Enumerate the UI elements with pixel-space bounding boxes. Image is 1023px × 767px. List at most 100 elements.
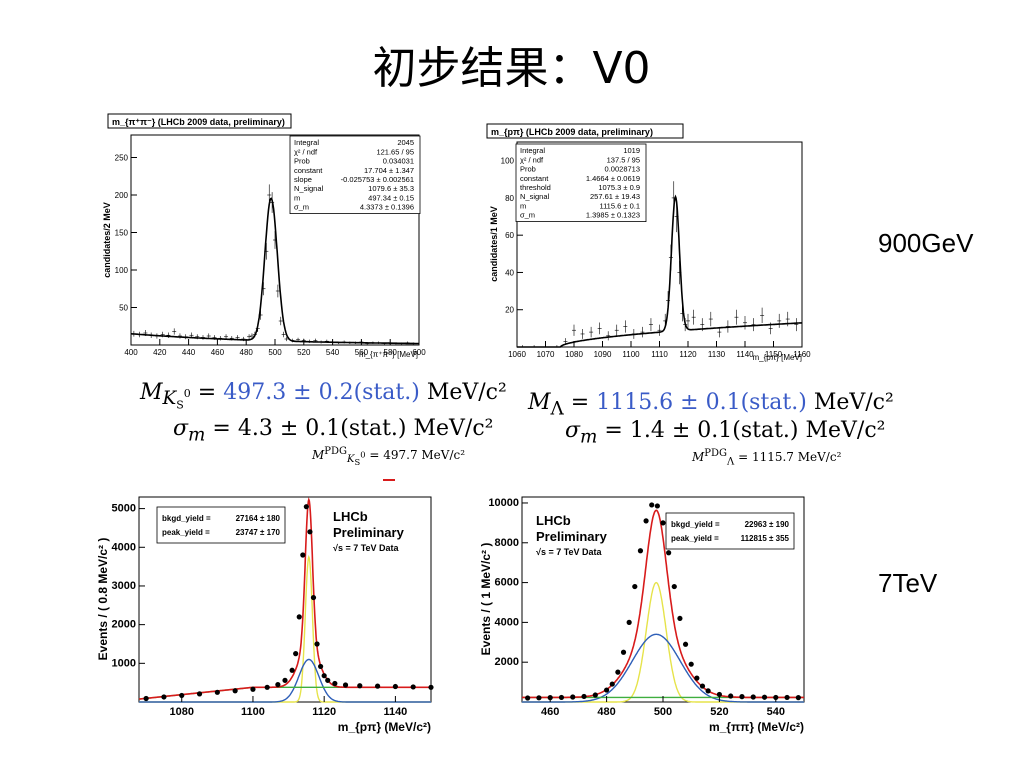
x-tick-label: 1100 [241,706,265,718]
stat-value: 1.4664 ± 0.0619 [586,174,640,183]
data-point [734,309,739,325]
x-axis-label: m_{pπ} (MeV/c²) [338,720,431,734]
x-tick-label: 460 [211,348,225,357]
data-point [682,641,689,647]
data-point [739,694,745,700]
stat-label: σ_m [294,203,309,212]
data-point [161,694,167,700]
stat-label: Integral [520,146,545,155]
stat-value: 2045 [397,138,414,147]
y-tick-label: 1000 [112,657,136,669]
data-point [392,683,398,690]
stat-label: m [294,193,300,202]
data-point [214,689,220,695]
x-tick-label: 1060 [508,350,526,359]
y-tick-label: 100 [115,266,129,275]
stat-label: constant [294,166,323,175]
data-point [671,583,677,590]
data-point [275,681,281,688]
stat-label: m [520,201,526,210]
y-tick-label: 40 [505,268,514,277]
data-point [794,318,799,332]
data-point [657,324,662,336]
yield-box: bkgd_yield = 22963 ± 190 peak_yield = 112… [665,512,795,550]
slide-title: 初步结果：V0 [372,43,651,94]
x-tick-label: 580 [384,348,398,357]
data-point [691,309,696,325]
data-point [649,502,655,508]
y-tick-label: 2000 [112,619,136,631]
data-point [179,692,185,699]
x-tick-label: 600 [412,348,426,357]
x-tick-label: 500 [268,348,282,357]
x-tick-label: 1120 [679,350,697,359]
yield-value: 22963 ± 190 [745,520,790,529]
data-point [640,326,645,338]
k0s-pdg-value: MPDGKS0 = 497.7 MeV/c² [312,446,466,468]
y-tick-label: 250 [115,154,129,163]
data-point [196,691,203,697]
data-point [589,326,594,338]
data-point [716,691,722,698]
y-tick-label: 60 [505,231,514,240]
yield-label: peak_yield = [671,534,719,543]
stat-label: σ_m [520,211,535,220]
fit-stats-box: Integral 1019 χ² / ndf 137.5 / 95 Prob 0.0028… [515,143,647,222]
stat-value: 121.65 / 95 [376,147,414,156]
data-point [278,316,283,326]
data-point [632,583,638,590]
x-tick-label: 1150 [765,350,783,359]
stat-label: Integral [294,138,319,147]
axes: 1080 1100 1120 1140 1000 2000 3000 4000 5000 [112,503,408,718]
yield-value: 112815 ± 355 [741,534,790,543]
data-point [728,693,734,699]
data-point [626,619,632,625]
data-point [654,503,660,509]
stat-label: χ² / ndf [520,155,544,164]
x-tick-label: 1140 [736,350,754,359]
fit-curves [522,509,804,703]
data-point [777,313,782,328]
stat-value: 17.704 ± 1.347 [364,166,414,175]
x-tick-label: 1120 [312,706,336,718]
data-point [795,695,801,701]
y-axis-label: Events / ( 1 MeV/c² ) [479,543,493,656]
y-tick-label: 3000 [112,580,136,592]
x-tick-label: 420 [153,348,167,357]
data-point [604,687,610,693]
data-point [374,683,381,689]
lambda-900gev-plot: m_{pπ} (LHCb 2009 data, preliminary) 106… [485,118,815,363]
data-point [609,681,615,687]
data-point [623,320,628,333]
k0s-sigma-result: σm = 4.3 ± 0.1(stat.) MeV/c² [173,416,494,446]
y-tick-label: 50 [119,304,128,313]
plot-title: m_{π⁺π⁻} (LHCb 2009 data, preliminary) [112,117,285,127]
fit-curve [517,194,803,348]
axes: 400 420 440 460 480 500 520 540 560 580 600 50 100 15… [115,154,427,358]
wide-gauss-line [522,633,804,703]
y-tick-label: 2000 [495,656,519,668]
fit-curves [138,497,431,703]
data-point [282,677,288,683]
data-point [296,614,302,620]
plot-title-box [107,113,292,129]
x-tick-label: 1100 [622,350,640,359]
energy-label: √s = 7 TeV Data [333,543,400,553]
stat-label: N_signal [294,184,324,193]
data-point [536,695,542,701]
y-tick-label: 20 [505,306,514,315]
stat-value: 1019 [623,146,640,155]
plot-title-box [486,123,684,139]
data-point [761,694,768,700]
data-point [300,552,306,558]
y-tick-label: 10000 [488,497,519,509]
fit-line [131,197,419,345]
data-point [784,694,790,701]
axes: 1060 1070 1080 1090 1100 1110 1120 1130 1140 1150… [501,157,812,359]
x-tick-label: 1080 [565,350,583,359]
lambda-sigma-result: σm = 1.4 ± 0.1(stat.) MeV/c² [565,418,886,448]
data-point [606,331,611,341]
y-axis-label: candidates/1 MeV [489,206,499,282]
data-point [289,667,295,673]
data-point [637,548,644,554]
